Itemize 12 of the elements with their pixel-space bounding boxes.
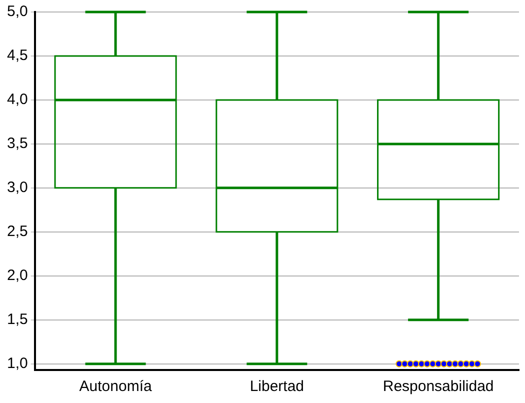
x-tick-label: Responsabilidad bbox=[382, 378, 494, 396]
y-tick-label: 2,0 bbox=[6, 267, 28, 284]
y-tick-label: 2,5 bbox=[6, 223, 28, 240]
y-tick-label: 3,0 bbox=[6, 179, 28, 196]
y-tick-label: 4,0 bbox=[6, 91, 28, 108]
y-tick-label: 5,0 bbox=[6, 3, 28, 20]
y-tick-label: 1,5 bbox=[6, 311, 28, 328]
x-tick-label: Autonomía bbox=[79, 378, 152, 396]
y-tick-label: 3,5 bbox=[6, 135, 28, 152]
x-tick-label: Libertad bbox=[250, 378, 304, 396]
y-tick-label: 1,0 bbox=[6, 354, 28, 372]
y-tick-label: 4,5 bbox=[6, 47, 28, 64]
